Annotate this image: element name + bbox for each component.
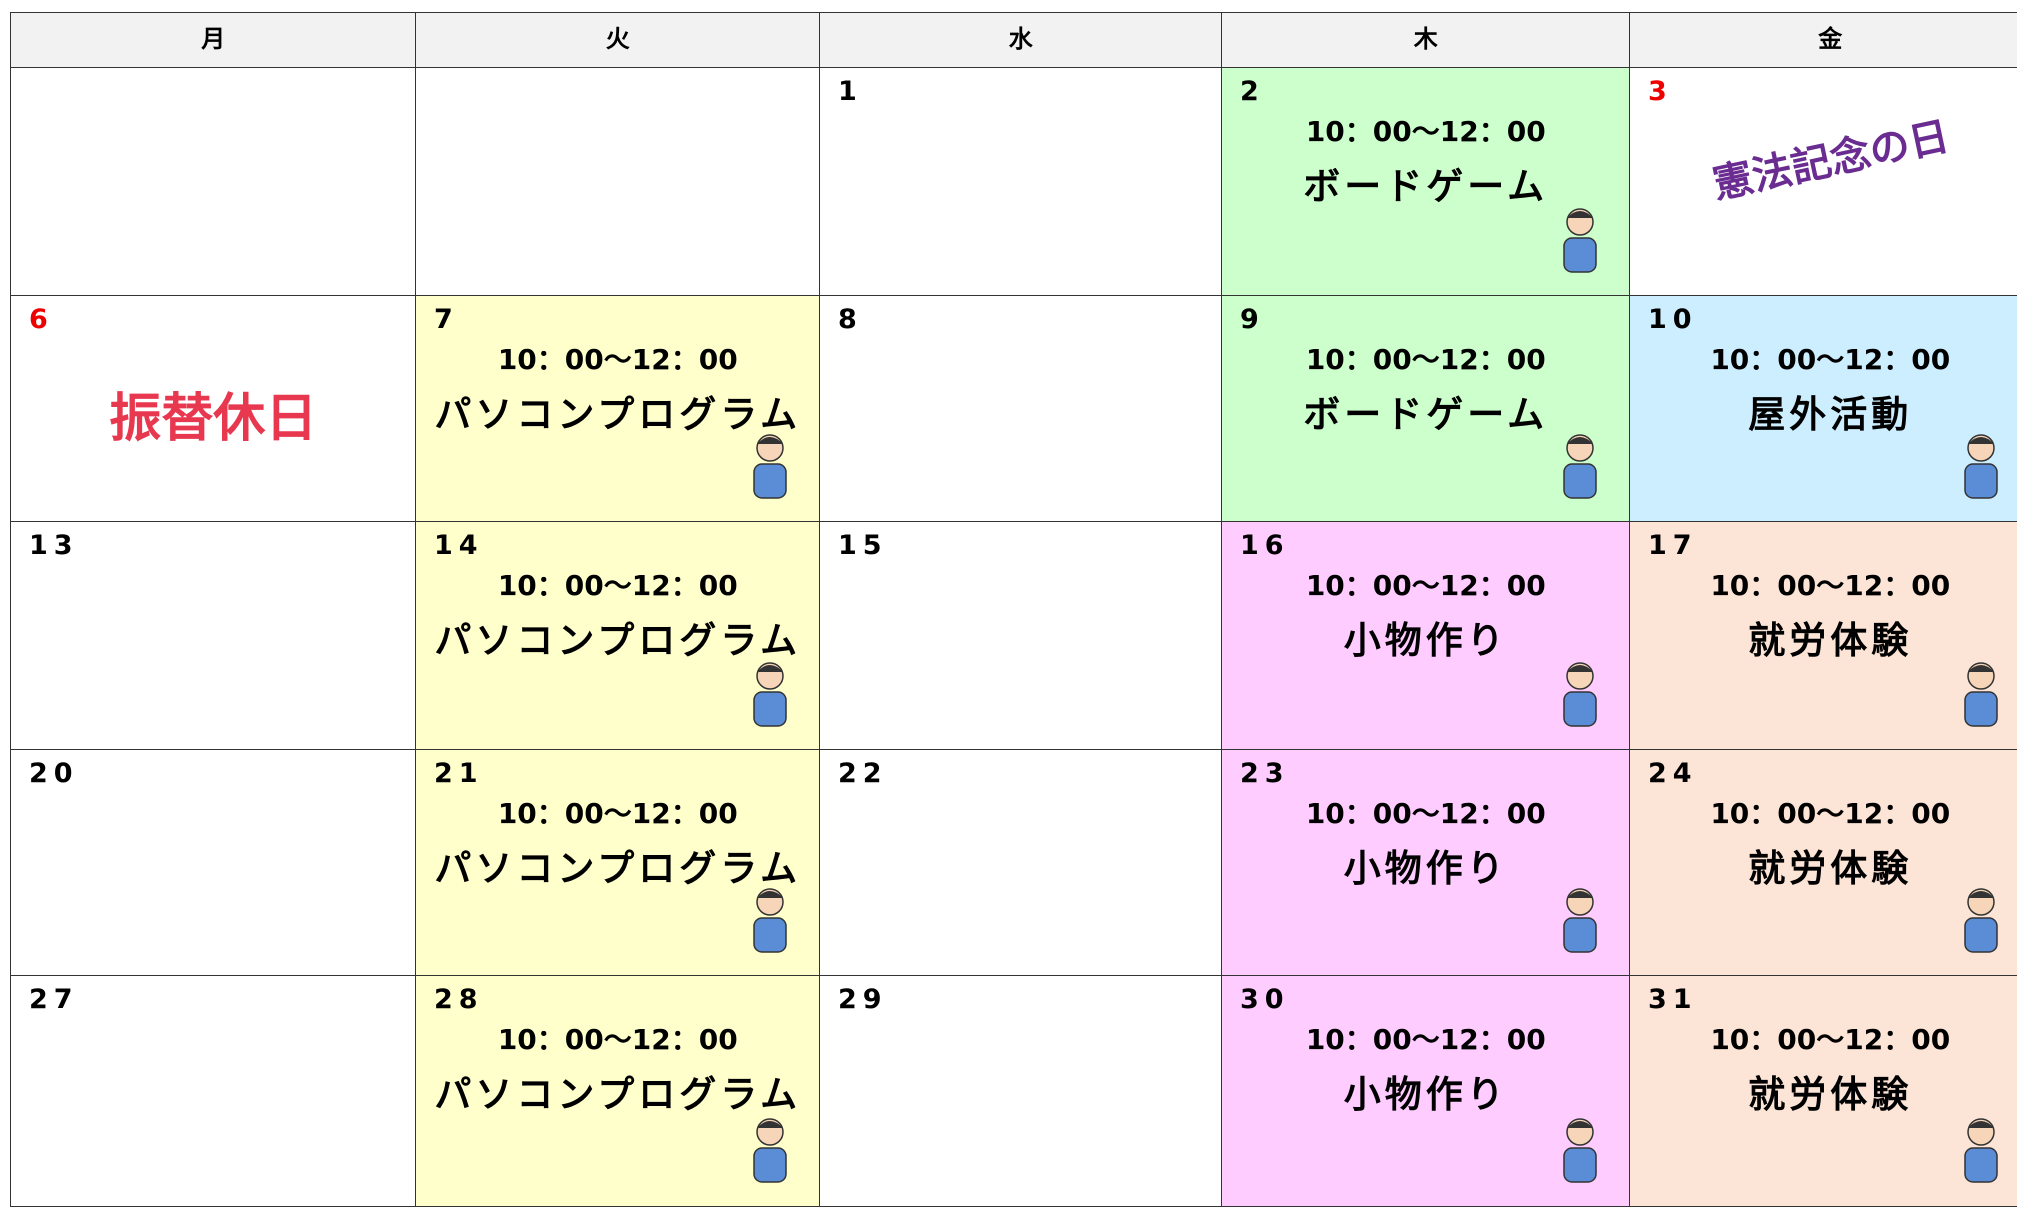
day-number: 30 [1240,984,1290,1015]
day-number: 2 [1240,76,1265,107]
day-number: 10 [1648,304,1698,335]
illustration [1963,433,1998,499]
event-name: パソコンプログラム [434,847,802,890]
weekday-header: 月 [10,12,417,68]
day-cell: 16 10：00～12：00 小物作り [1221,521,1631,751]
day-number: 29 [838,984,888,1015]
illustration [752,433,787,499]
event-time: 10：00～12：00 [1305,1023,1546,1056]
event-name: 小物作り [1343,619,1508,662]
event-time: 10：00～12：00 [1305,343,1546,376]
day-number: 1 [838,76,863,107]
day-cell: 31 10：00～12：00 就労体験 [1629,975,2017,1207]
weekday-header: 火 [415,12,821,68]
day-number: 24 [1648,758,1698,789]
holiday-label: 憲法記念の日 [1708,113,1954,209]
day-number: 23 [1240,758,1290,789]
day-number: 27 [29,984,79,1015]
illustration [1963,1117,1998,1183]
day-cell: 3 憲法記念の日 [1629,67,2017,297]
day-cell: 24 10：00～12：00 就労体験 [1629,749,2017,977]
illustration [1562,887,1597,953]
day-cell: 8 [819,295,1223,523]
event-name: 就労体験 [1748,1073,1913,1116]
event-time: 10：00～12：00 [1305,115,1546,148]
event-name: ボードゲーム [1303,165,1549,208]
day-number: 28 [434,984,484,1015]
day-number: 13 [29,530,79,561]
illustration [1963,661,1998,727]
day-cell: 1 [819,67,1223,297]
weekday-header: 水 [819,12,1223,68]
event-time: 10：00～12：00 [1710,797,1951,830]
event-time: 10：00～12：00 [1710,343,1951,376]
weekday-header: 木 [1221,12,1631,68]
day-cell: 29 [819,975,1223,1207]
holiday-label: 振替休日 [109,389,318,449]
day-number: 15 [838,530,888,561]
day-cell: 9 10：00～12：00 ボードゲーム [1221,295,1631,523]
day-cell: 6 振替休日 [10,295,417,523]
day-number: 31 [1648,984,1698,1015]
day-cell: 13 [10,521,417,751]
illustration [752,1117,787,1183]
event-time: 10：00～12：00 [497,569,738,602]
event-time: 10：00～12：00 [1710,569,1951,602]
day-number: 16 [1240,530,1290,561]
day-number: 9 [1240,304,1265,335]
day-number: 21 [434,758,484,789]
day-number: 22 [838,758,888,789]
day-cell: 28 10：00～12：00 パソコンプログラム [415,975,821,1207]
day-number: 20 [29,758,79,789]
event-time: 10：00～12：00 [497,343,738,376]
event-name: 屋外活動 [1748,393,1913,436]
event-name: パソコンプログラム [434,1073,802,1116]
day-cell: 15 [819,521,1223,751]
weekday-header: 金 [1629,12,2017,68]
day-cell: 23 10：00～12：00 小物作り [1221,749,1631,977]
day-cell: 27 [10,975,417,1207]
day-number: 3 [1648,76,1673,107]
event-name: 小物作り [1343,847,1508,890]
day-number: 17 [1648,530,1698,561]
day-cell: 14 10：00～12：00 パソコンプログラム [415,521,821,751]
event-time: 10：00～12：00 [497,1023,738,1056]
day-number: 6 [29,304,54,335]
illustration [1562,433,1597,499]
day-number: 8 [838,304,863,335]
event-time: 10：00～12：00 [1305,797,1546,830]
illustration [1562,661,1597,727]
day-cell [415,67,821,297]
day-number: 14 [434,530,484,561]
day-cell: 2 10：00～12：00 ボードゲーム [1221,67,1631,297]
illustration [1562,207,1597,273]
illustration [1963,887,1998,953]
day-cell: 30 10：00～12：00 小物作り [1221,975,1631,1207]
event-name: パソコンプログラム [434,619,802,662]
day-cell: 17 10：00～12：00 就労体験 [1629,521,2017,751]
event-name: パソコンプログラム [434,393,802,436]
day-cell: 21 10：00～12：00 パソコンプログラム [415,749,821,977]
event-name: 就労体験 [1748,847,1913,890]
illustration [1562,1117,1597,1183]
event-time: 10：00～12：00 [497,797,738,830]
event-name: ボードゲーム [1303,393,1549,436]
event-time: 10：00～12：00 [1305,569,1546,602]
day-cell [10,67,417,297]
event-time: 10：00～12：00 [1710,1023,1951,1056]
day-cell: 7 10：00～12：00 パソコンプログラム [415,295,821,523]
day-cell: 22 [819,749,1223,977]
event-name: 小物作り [1343,1073,1508,1116]
day-number: 7 [434,304,459,335]
event-name: 就労体験 [1748,619,1913,662]
day-cell: 20 [10,749,417,977]
day-cell: 10 10：00～12：00 屋外活動 [1629,295,2017,523]
illustration [752,661,787,727]
illustration [752,887,787,953]
